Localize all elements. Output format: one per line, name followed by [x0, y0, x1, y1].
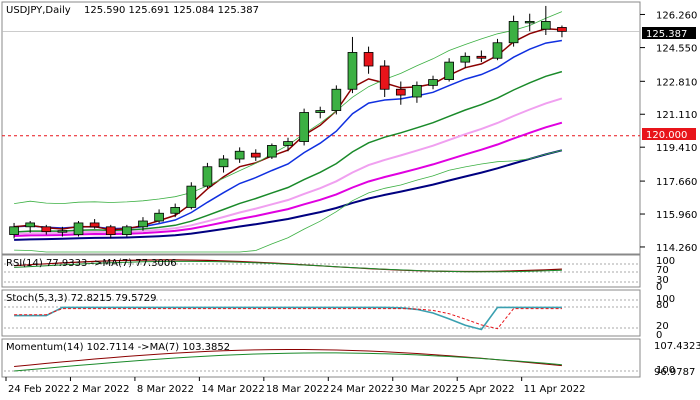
candle-body — [283, 141, 293, 146]
candle-body — [154, 212, 164, 222]
momentum-ma-line — [14, 352, 562, 372]
candle-body — [492, 42, 503, 59]
ohlc-label: 125.590 125.691 125.084 125.387 — [84, 5, 259, 16]
ma-green — [14, 70, 563, 233]
stoch-level-20: 20 — [656, 321, 669, 332]
candle-body — [460, 55, 471, 63]
candle-body — [379, 65, 390, 90]
main-plot — [2, 5, 640, 253]
current-price-tag-bg — [642, 27, 696, 39]
time-tick-label: 8 Mar 2022 — [137, 384, 194, 395]
candle-body — [57, 230, 68, 233]
candle-body — [299, 112, 309, 142]
rsi-ma-line — [14, 260, 562, 273]
candle-body — [444, 61, 454, 80]
time-axis: 24 Feb 2022 2 Mar 2022 8 Mar 2022 14 Mar 20… — [5, 377, 586, 395]
stoch-signal-line — [14, 308, 562, 330]
price-tick-label: 126.260 — [656, 10, 697, 21]
price-axis: 126.260 124.550 122.810 121.110 119.410 117.6… — [640, 10, 697, 254]
candle-body — [25, 222, 36, 228]
price-tick-label: 122.810 — [656, 77, 697, 88]
candle-body — [89, 222, 100, 228]
candle-body — [428, 79, 438, 86]
time-tick-label: 30 Mar 2022 — [395, 384, 458, 395]
candle-body — [331, 88, 342, 111]
candle-body — [267, 145, 277, 158]
time-tick-label: 18 Mar 2022 — [266, 384, 329, 395]
level-price-tag-bg — [642, 128, 696, 140]
candle-body — [476, 55, 487, 59]
price-tick-label: 119.410 — [656, 143, 697, 154]
candle-body — [138, 220, 148, 228]
candle-body — [9, 226, 19, 235]
candle-body — [363, 52, 374, 67]
time-tick-label: 11 Apr 2022 — [524, 384, 586, 395]
momentum-label: Momentum(14) 102.7114 ->MA(7) 103.3852 — [6, 342, 230, 353]
candle-body — [395, 88, 406, 96]
ma-pink — [14, 97, 563, 235]
candle-body — [73, 222, 84, 235]
candle-body — [347, 52, 358, 90]
candle-body — [508, 21, 519, 44]
time-tick-label: 24 Mar 2022 — [330, 384, 393, 395]
rsi-level-100: 100 — [656, 256, 675, 267]
time-tick-label: 24 Feb 2022 — [8, 384, 70, 395]
momentum-level-top: 107.4323 — [654, 341, 700, 352]
candle-body — [540, 21, 551, 30]
candle-body — [186, 185, 197, 208]
symbol-label: USDJPY,Daily — [6, 5, 71, 16]
stoch-level-100: 100 — [656, 294, 675, 305]
momentum-panel-frame — [1, 338, 641, 378]
price-tick-label: 114.260 — [656, 243, 697, 254]
candle-body — [105, 226, 116, 235]
candle-body — [234, 150, 245, 160]
candle-body — [218, 158, 229, 168]
rsi-label: RSI(14) 77.9333 ->MA(7) 77.3006 — [6, 258, 177, 269]
candle-body — [122, 226, 132, 235]
level-price-tag: 120.000 — [646, 130, 687, 141]
rsi-level-70: 70 — [656, 265, 669, 276]
candle-body — [557, 27, 567, 32]
indicator-plots — [4, 259, 638, 372]
price-tick-label: 124.550 — [656, 44, 697, 55]
candle-body — [250, 152, 261, 158]
price-tick-label: 115.960 — [656, 210, 697, 221]
stoch-main-line — [14, 306, 562, 331]
rsi-panel-frame — [1, 254, 641, 288]
candle-body — [41, 226, 52, 233]
stoch-panel-frame — [1, 289, 641, 337]
ma-magenta — [14, 121, 563, 237]
main-panel-frame — [1, 1, 641, 255]
stoch-level-0: 0 — [656, 330, 662, 341]
candle-body — [412, 84, 422, 98]
bollinger-upper — [14, 11, 563, 205]
price-tick-label: 117.660 — [656, 177, 697, 188]
time-tick-label: 2 Mar 2022 — [72, 384, 129, 395]
current-price-tag: 125.387 — [646, 29, 687, 40]
stoch-level-80: 80 — [656, 300, 669, 311]
rsi-level-30: 30 — [656, 275, 669, 286]
candle-body — [315, 110, 326, 113]
bollinger-lower — [14, 149, 562, 253]
candle-body — [170, 207, 181, 214]
time-tick-label: 14 Mar 2022 — [201, 384, 264, 395]
rsi-level-0: 0 — [656, 282, 662, 293]
time-tick-label: 5 Apr 2022 — [459, 384, 514, 395]
momentum-level-bottom: 96.9787 — [654, 367, 695, 378]
candle-body — [202, 166, 213, 187]
stoch-label: Stoch(5,3,3) 72.8215 79.5729 — [6, 293, 157, 304]
ma-navy — [14, 149, 563, 241]
candle-body — [524, 21, 535, 24]
price-tick-label: 121.110 — [656, 110, 697, 121]
momentum-level-100: 100 — [656, 365, 675, 376]
